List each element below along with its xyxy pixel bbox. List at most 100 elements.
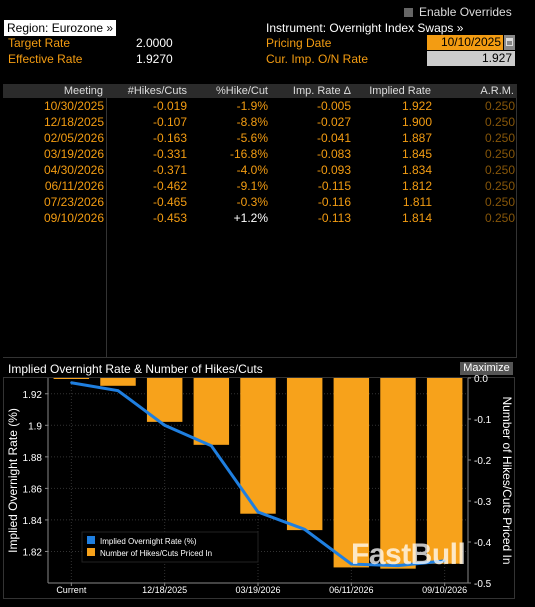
bar-mark (333, 378, 370, 568)
legend-label-bar: Number of Hikes/Cuts Priced In (100, 549, 212, 558)
cell-arm: 0.250 (484, 195, 515, 209)
meetings-table (3, 84, 517, 358)
line-point (443, 559, 446, 563)
y-tick-label: 1.84 (23, 516, 43, 527)
region-selector[interactable]: Region: Eurozone » (4, 20, 117, 36)
col-pct-hike-cut[interactable]: %Hike/Cut (216, 85, 268, 97)
y-tick-label: 1.9 (28, 421, 42, 432)
bar-mark (146, 378, 183, 422)
y2-tick-label: -0.3 (474, 497, 492, 508)
cell-meeting: 02/05/2026 (43, 131, 104, 145)
chart-legend: Implied Overnight Rate (%) Number of Hike… (81, 531, 259, 563)
pricing-date-label: Pricing Date (266, 36, 332, 50)
cell-imp-rate-delta: -0.005 (316, 99, 351, 113)
watermark: FastBull (351, 538, 466, 571)
maximize-button[interactable]: Maximize (460, 362, 513, 375)
y-tick-label: 1.88 (23, 453, 43, 464)
target-rate-label: Target Rate (8, 36, 71, 50)
col-imp-rate-delta[interactable]: Imp. Rate Δ (292, 85, 351, 97)
legend-label-line: Implied Overnight Rate (%) (100, 537, 197, 546)
cell-implied-rate: 1.812 (401, 179, 432, 193)
cell-hikes-cuts: -0.462 (152, 179, 187, 193)
cell-implied-rate: 1.811 (402, 195, 432, 209)
checkbox-icon[interactable] (404, 8, 413, 17)
cell-pct-hike-cut: -9.1% (236, 179, 268, 193)
cell-pct-hike-cut: -4.0% (236, 163, 268, 177)
line-point (116, 389, 120, 392)
calendar-button[interactable] (504, 35, 515, 50)
cell-hikes-cuts: -0.019 (152, 99, 187, 113)
x-tick-label: 09/10/2026 (422, 585, 467, 595)
cell-arm: 0.250 (484, 211, 515, 225)
line-point (256, 510, 260, 514)
line-point (303, 528, 306, 531)
x-tick-label: 12/18/2025 (142, 585, 187, 595)
cur-imp-rate-value[interactable]: 1.927 (427, 51, 515, 66)
y-tick-label: 1.82 (23, 547, 43, 558)
instrument-selector[interactable]: Instrument: Overnight Index Swaps » (266, 21, 464, 35)
cell-implied-rate: 1.887 (401, 131, 432, 145)
cell-arm: 0.250 (484, 179, 515, 193)
legend-swatch-line (87, 536, 95, 544)
col-arm[interactable]: A.R.M. (480, 85, 514, 97)
cell-implied-rate: 1.834 (401, 163, 432, 177)
bar-mark (53, 378, 90, 379)
legend-box (81, 531, 259, 563)
cell-hikes-cuts: -0.163 (152, 131, 187, 145)
cell-implied-rate: 1.922 (401, 99, 432, 113)
chart-panel (3, 377, 515, 599)
col-hikes-cuts[interactable]: #Hikes/Cuts (127, 85, 187, 97)
y-tick-label: 1.86 (23, 484, 43, 495)
chart-title: Implied Overnight Rate & Number of Hikes… (8, 362, 263, 376)
enable-overrides-checkbox[interactable]: Enable Overrides (404, 4, 512, 20)
bar-mark (100, 378, 136, 386)
cell-imp-rate-delta: -0.027 (316, 115, 351, 129)
x-tick-label: 03/19/2026 (235, 585, 280, 595)
cur-imp-rate-label: Cur. Imp. O/N Rate (266, 52, 369, 66)
cell-implied-rate: 1.814 (401, 211, 432, 225)
cell-pct-hike-cut: -1.9% (236, 99, 268, 113)
target-rate-value: 2.0000 (136, 36, 173, 50)
column-divider (106, 98, 107, 358)
y-axis-label: Implied Overnight Rate (%) (6, 408, 20, 553)
cell-hikes-cuts: -0.331 (152, 147, 187, 161)
cell-arm: 0.250 (484, 163, 515, 177)
line-point (70, 381, 73, 384)
cell-pct-hike-cut: -5.6% (236, 131, 268, 145)
cell-pct-hike-cut: -0.3% (236, 195, 268, 209)
cell-imp-rate-delta: -0.113 (317, 211, 351, 225)
cell-meeting: 06/11/2026 (44, 179, 104, 193)
cell-implied-rate: 1.900 (401, 115, 432, 129)
cell-hikes-cuts: -0.465 (152, 195, 187, 209)
cell-hikes-cuts: -0.453 (152, 211, 187, 225)
y2-tick-label: -0.1 (474, 415, 492, 426)
cell-pct-hike-cut: +1.2% (233, 211, 268, 225)
cell-imp-rate-delta: -0.116 (317, 195, 351, 209)
bar-mark (286, 378, 323, 531)
cell-arm: 0.250 (484, 131, 515, 145)
line-point (396, 564, 400, 567)
cell-imp-rate-delta: -0.115 (317, 179, 351, 193)
col-implied-rate[interactable]: Implied Rate (369, 85, 431, 97)
cell-arm: 0.250 (484, 147, 515, 161)
cell-imp-rate-delta: -0.041 (316, 131, 351, 145)
y2-tick-label: 0.0 (474, 374, 488, 385)
y2-axis-label: Number of Hikes/Cuts Priced In (500, 396, 514, 564)
y-tick-label: 1.92 (23, 390, 43, 401)
cell-arm: 0.250 (484, 115, 515, 129)
cell-meeting: 10/30/2025 (43, 99, 104, 113)
cell-meeting: 03/19/2026 (43, 147, 104, 161)
cell-hikes-cuts: -0.371 (152, 163, 187, 177)
calendar-icon (506, 38, 513, 46)
x-tick-label: Current (56, 585, 87, 595)
cell-meeting: 09/10/2026 (43, 211, 104, 225)
y2-tick-label: -0.4 (474, 538, 492, 549)
pricing-date-input[interactable]: 10/10/2025 (427, 35, 503, 50)
line-point (210, 444, 213, 448)
effective-rate-value: 1.9270 (136, 52, 173, 66)
cell-meeting: 04/30/2026 (43, 163, 104, 177)
effective-rate-label: Effective Rate (8, 52, 83, 66)
line-point (163, 424, 166, 427)
col-meeting[interactable]: Meeting (63, 85, 103, 97)
